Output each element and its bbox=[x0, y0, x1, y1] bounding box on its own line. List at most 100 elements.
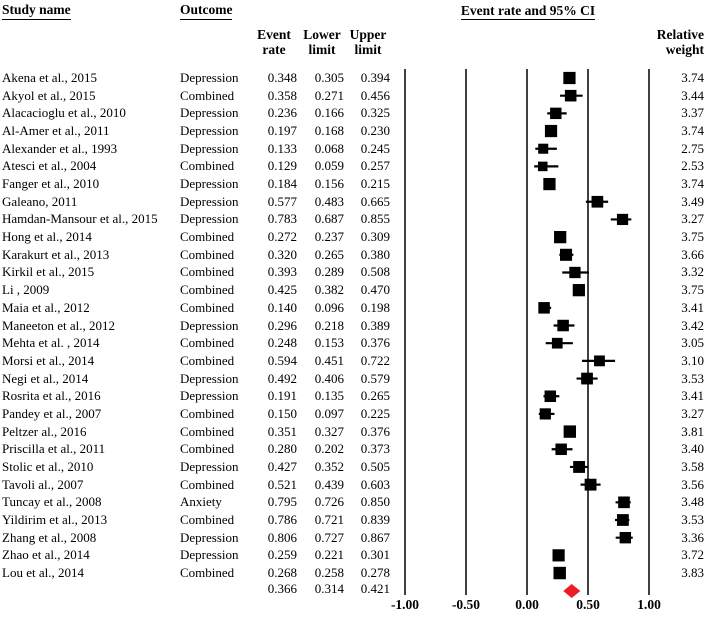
event-rate-cell: 0.427 bbox=[267, 458, 297, 474]
summary-diamond bbox=[563, 584, 581, 598]
upper-limit-cell: 0.470 bbox=[360, 282, 390, 298]
upper-limit-cell: 0.257 bbox=[360, 158, 390, 174]
upper-limit-cell: 0.855 bbox=[360, 211, 390, 227]
table-row: Yildirim et al., 2013 Combined 0.786 0.721 0… bbox=[0, 511, 708, 529]
outcome-cell: Combined bbox=[180, 423, 235, 439]
relative-weight-cell: 3.66 bbox=[681, 246, 704, 262]
outcome-cell: Depression bbox=[180, 370, 239, 386]
study-name-cell: Maia et al., 2012 bbox=[2, 299, 90, 315]
outcome-cell: Combined bbox=[180, 264, 235, 280]
event-rate-cell: 0.191 bbox=[267, 388, 297, 404]
study-name-cell: Akena et al., 2015 bbox=[2, 70, 97, 85]
upper-limit-cell: 0.839 bbox=[360, 512, 390, 527]
table-row: Akena et al., 2015 Depression 0.348 0.305 0.… bbox=[0, 69, 708, 87]
relative-weight-cell: 3.27 bbox=[681, 405, 704, 421]
event-rate-cell: 0.150 bbox=[267, 405, 297, 421]
lower-limit-cell: 0.271 bbox=[314, 87, 344, 103]
lower-limit-cell: 0.068 bbox=[314, 140, 344, 156]
event-rate-cell: 0.129 bbox=[267, 158, 297, 174]
table-row: Fanger et al., 2010 Depression 0.184 0.156 0… bbox=[0, 175, 708, 193]
column-header-relative-weight: Relative weight bbox=[648, 27, 704, 57]
table-row: Morsi et al., 2014 Combined 0.594 0.451 0.72… bbox=[0, 352, 708, 370]
lower-limit-cell: 0.726 bbox=[314, 494, 344, 510]
table-row: Karakurt et al., 2013 Combined 0.320 0.265 0… bbox=[0, 246, 708, 264]
study-name-cell: Priscilla et al., 2011 bbox=[2, 441, 106, 457]
relative-weight-cell: 3.41 bbox=[681, 388, 704, 404]
lower-limit-cell: 0.156 bbox=[314, 176, 344, 192]
point-estimate-square bbox=[591, 195, 604, 208]
study-name-cell: Kirkil et al., 2015 bbox=[2, 264, 95, 280]
upper-limit-cell: 0.505 bbox=[360, 458, 390, 474]
lower-limit-cell: 0.153 bbox=[314, 335, 344, 351]
point-estimate-square bbox=[573, 461, 586, 473]
study-name-cell: Maneeton et al., 2012 bbox=[2, 317, 115, 333]
relative-weight-cell: 3.44 bbox=[681, 87, 704, 103]
upper-limit-cell: 0.265 bbox=[360, 388, 390, 404]
event-rate-cell: 0.783 bbox=[267, 211, 297, 227]
table-row: Al-Amer et al., 2011 Depression 0.197 0.168… bbox=[0, 122, 708, 140]
relative-weight-cell: 3.41 bbox=[681, 299, 704, 315]
relative-weight-cell: 3.83 bbox=[681, 565, 704, 581]
lower-limit-cell: 0.168 bbox=[314, 123, 344, 139]
study-name-cell: Alexander et al., 1993 bbox=[2, 140, 118, 156]
upper-limit-cell: 0.394 bbox=[360, 70, 390, 85]
outcome-cell: Combined bbox=[180, 352, 235, 368]
lower-limit-cell: 0.483 bbox=[314, 193, 344, 209]
point-estimate-square bbox=[554, 230, 567, 244]
event-rate-cell: 0.268 bbox=[267, 565, 297, 581]
relative-weight-cell: 2.53 bbox=[681, 158, 704, 174]
point-estimate-square bbox=[544, 124, 558, 138]
summary-row: 0.366 0.314 0.421 bbox=[0, 580, 708, 598]
study-name-cell: Tuncay et al., 2008 bbox=[2, 494, 102, 510]
point-estimate-square bbox=[560, 248, 573, 261]
summary-event-rate-cell: 0.366 bbox=[267, 581, 297, 596]
table-row: Zhao et al., 2014 Depression 0.259 0.221 0.3… bbox=[0, 546, 708, 564]
relative-weight-cell: 3.32 bbox=[681, 264, 704, 280]
lower-limit-cell: 0.687 bbox=[314, 211, 344, 227]
upper-limit-cell: 0.579 bbox=[360, 370, 390, 386]
event-rate-cell: 0.795 bbox=[267, 494, 297, 510]
lower-limit-cell: 0.059 bbox=[314, 158, 344, 174]
point-estimate-square bbox=[550, 107, 562, 120]
table-row: Galeano, 2011 Depression 0.577 0.483 0.665 3.… bbox=[0, 193, 708, 211]
upper-limit-cell: 0.325 bbox=[360, 105, 390, 121]
table-row: Hong et al., 2014 Combined 0.272 0.237 0.309… bbox=[0, 228, 708, 246]
relative-weight-cell: 3.10 bbox=[681, 352, 704, 368]
point-estimate-square bbox=[572, 284, 585, 297]
outcome-cell: Combined bbox=[180, 246, 235, 262]
lower-limit-cell: 0.727 bbox=[314, 529, 344, 545]
study-name-cell: Li , 2009 bbox=[2, 282, 50, 298]
upper-limit-cell: 0.389 bbox=[360, 317, 390, 333]
lower-limit-cell: 0.305 bbox=[314, 70, 344, 85]
point-estimate-square bbox=[539, 408, 551, 420]
column-header-lower-limit-line1: Lower bbox=[303, 27, 341, 42]
lower-limit-cell: 0.352 bbox=[314, 458, 344, 474]
lower-limit-cell: 0.406 bbox=[314, 370, 344, 386]
study-name-cell: Hong et al., 2014 bbox=[2, 229, 92, 245]
point-estimate-square bbox=[563, 71, 576, 85]
lower-limit-cell: 0.721 bbox=[314, 512, 344, 527]
table-row: Li , 2009 Combined 0.425 0.382 0.470 3.75 bbox=[0, 281, 708, 299]
x-axis-tick-label: -1.00 bbox=[390, 597, 420, 612]
point-estimate-square bbox=[616, 213, 629, 226]
relative-weight-cell: 3.74 bbox=[681, 176, 704, 192]
upper-limit-cell: 0.508 bbox=[360, 264, 390, 280]
outcome-cell: Combined bbox=[180, 565, 235, 581]
event-rate-cell: 0.320 bbox=[267, 246, 297, 262]
outcome-cell: Combined bbox=[180, 299, 235, 315]
outcome-cell: Depression bbox=[180, 458, 239, 474]
outcome-cell: Depression bbox=[180, 123, 239, 139]
upper-limit-cell: 0.198 bbox=[360, 299, 390, 315]
study-name-cell: Zhao et al., 2014 bbox=[2, 547, 90, 563]
outcome-cell: Depression bbox=[180, 105, 239, 121]
x-axis-tick-label: -0.50 bbox=[451, 597, 481, 612]
column-header-relative-weight-line2: weight bbox=[665, 42, 704, 57]
upper-limit-cell: 0.225 bbox=[360, 405, 390, 421]
table-row: Akyol et al., 2015 Combined 0.358 0.271 0.45… bbox=[0, 87, 708, 105]
event-rate-cell: 0.296 bbox=[267, 317, 297, 333]
table-row: Stolic et al., 2010 Depression 0.427 0.352 0… bbox=[0, 458, 708, 476]
table-row: Alacacioglu et al., 2010 Depression 0.236 0… bbox=[0, 104, 708, 122]
column-header-event-rate: Event rate bbox=[248, 27, 300, 57]
upper-limit-cell: 0.380 bbox=[360, 246, 390, 262]
